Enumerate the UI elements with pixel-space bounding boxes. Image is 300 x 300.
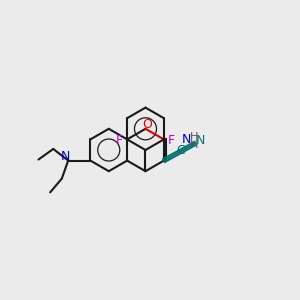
Text: F: F: [168, 134, 175, 147]
Text: N: N: [196, 134, 206, 147]
Text: H: H: [190, 132, 199, 142]
Text: F: F: [116, 134, 123, 147]
Text: H: H: [190, 140, 199, 150]
Text: N: N: [61, 150, 70, 163]
Text: C: C: [177, 144, 185, 157]
Text: N: N: [182, 134, 192, 146]
Text: O: O: [142, 118, 152, 130]
